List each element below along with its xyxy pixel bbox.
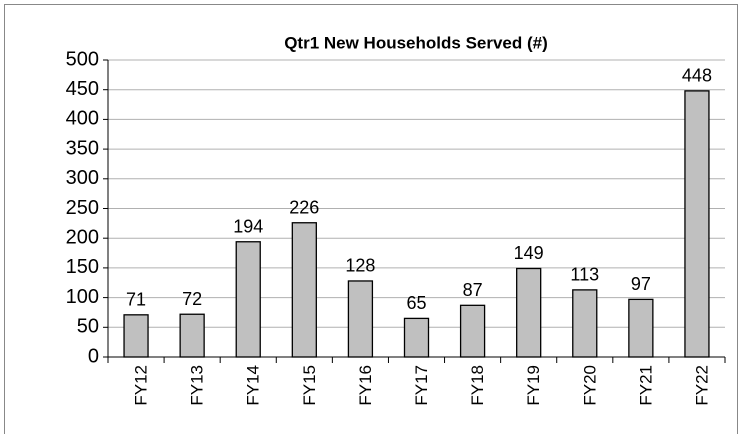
y-tick-label: 500 [66,48,99,70]
y-tick-label: 150 [66,256,99,278]
y-tick-label: 450 [66,78,99,100]
value-label: 97 [631,274,651,294]
value-label: 226 [289,198,319,218]
bar [628,298,654,358]
bar [572,289,598,358]
y-tick-label: 300 [66,167,99,189]
y-tick-label: 200 [66,226,99,248]
y-tick-label: 350 [66,137,99,159]
value-label: 194 [233,217,263,237]
bar [291,222,317,358]
x-tick-label: FY22 [692,365,711,406]
bar [516,267,542,358]
x-tick-label: FY13 [188,365,207,406]
value-label: 448 [682,66,712,86]
y-tick-label: 100 [66,286,99,308]
bar [179,313,205,358]
x-tick-label: FY20 [580,365,599,406]
x-tick-label: FY12 [132,365,151,406]
bar [684,90,710,358]
value-label: 72 [182,289,202,309]
x-tick-label: FY15 [300,365,319,406]
y-tick-label: 400 [66,108,99,130]
y-tick-label: 0 [88,345,99,367]
chart-title: Qtr1 New Households Served (#) [284,33,548,52]
x-tick-label: FY17 [412,365,431,406]
bar [403,317,430,358]
x-tick-label: FY16 [356,365,375,406]
x-tick-label: FY19 [524,365,543,406]
value-label: 113 [570,265,599,285]
x-tick-label: FY14 [244,365,263,406]
value-label: 128 [345,256,375,276]
value-label: 71 [126,290,146,310]
value-label: 149 [514,243,544,263]
bar [347,280,374,358]
bar [235,241,261,358]
x-tick-label: FY21 [636,365,655,406]
bar [459,304,486,358]
bar [123,314,149,358]
y-tick-label: 50 [77,316,99,338]
value-label: 65 [406,293,426,313]
y-tick-label: 250 [66,197,99,219]
chart-border [4,4,738,434]
x-tick-label: FY18 [468,365,487,406]
value-label: 87 [463,280,483,300]
